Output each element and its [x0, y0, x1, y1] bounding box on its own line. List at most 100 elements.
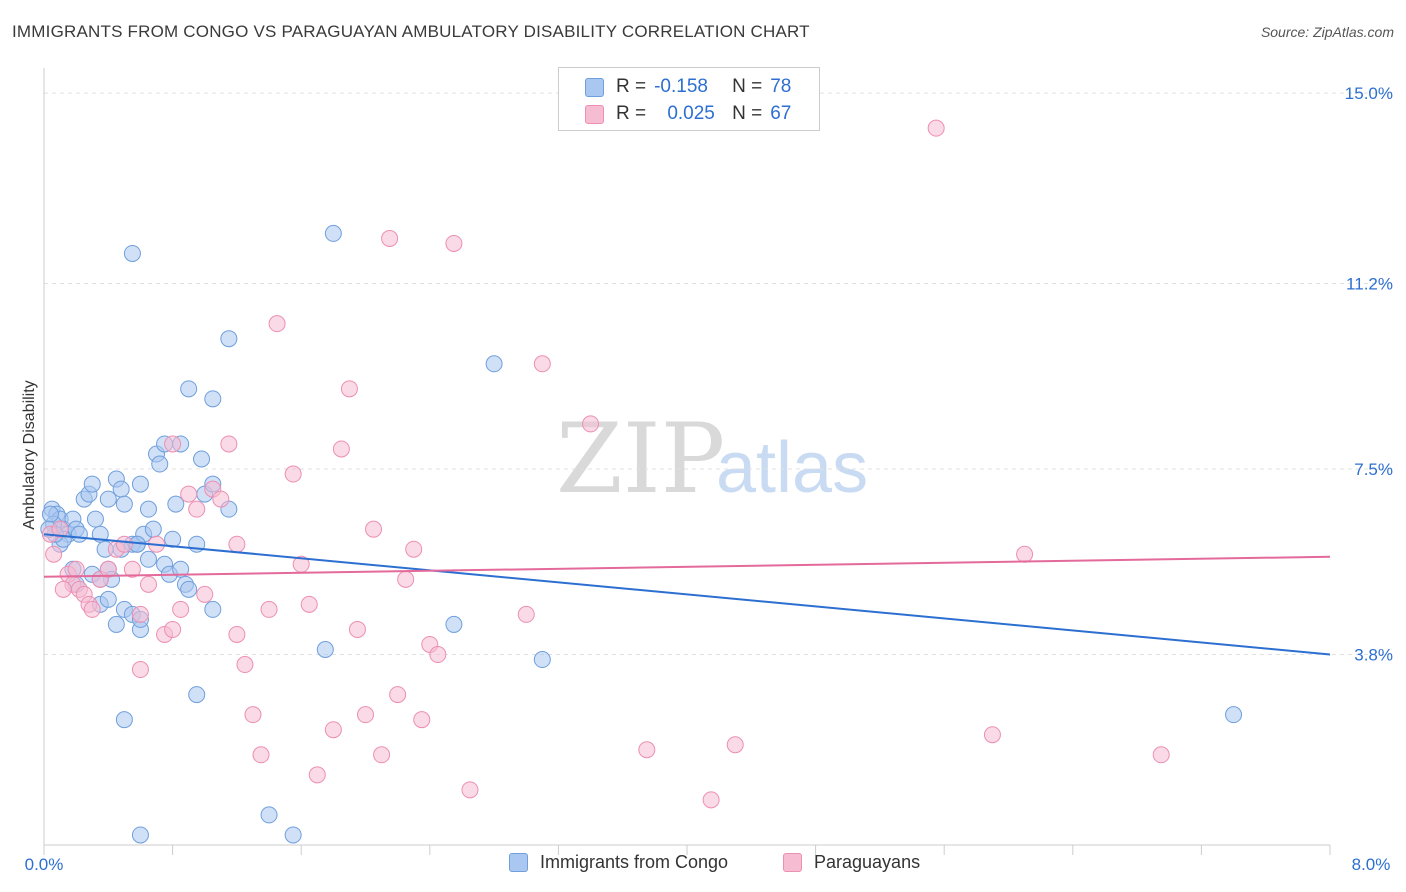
correlation-legend: R = -0.158 N = 78 R = 0.025 N = 67 [558, 67, 820, 131]
paraguayan-point [461, 781, 479, 799]
congo-point [445, 615, 463, 633]
blue-swatch [509, 853, 528, 872]
paraguayan-point [324, 721, 342, 739]
legend-row-paraguayans: R = 0.025 N = 67 [585, 102, 791, 126]
pink-swatch [783, 853, 802, 872]
congo-point [99, 490, 117, 508]
paraguayan-point [164, 620, 182, 638]
y-tick-label: 7.5% [1354, 460, 1393, 479]
n-label: N = [732, 76, 763, 97]
congo-point [131, 826, 149, 844]
paraguayan-point [260, 600, 278, 618]
congo-trend-line [43, 533, 1331, 656]
congo-point [188, 686, 206, 704]
congo-point [86, 510, 104, 528]
x-tick-label: 0.0% [25, 855, 64, 874]
paraguayan-point [45, 545, 63, 563]
paraguayan-point [83, 600, 101, 618]
congo-point [260, 806, 278, 824]
congo-point [316, 640, 334, 658]
congo-point [151, 455, 169, 473]
paraguayan-point [228, 625, 246, 643]
y-tick-label: 15.0% [1345, 84, 1393, 103]
congo-point [284, 826, 302, 844]
congo-point [167, 495, 185, 513]
paraguayan-point [365, 520, 383, 538]
paraguayan-point [131, 605, 149, 623]
congo-point [180, 580, 198, 598]
congo-point [220, 330, 238, 348]
paraguayan-point [196, 585, 214, 603]
congo-point [324, 224, 342, 242]
paraguayan-point [131, 661, 149, 679]
paraguayan-point [220, 435, 238, 453]
congo-point [485, 355, 503, 373]
legend-row-congo: R = -0.158 N = 78 [585, 75, 791, 99]
watermark-zip: ZIP [556, 403, 725, 515]
paraguayan-point [252, 746, 270, 764]
legend-item-label: Immigrants from Congo [540, 852, 729, 872]
paraguayan-point [348, 620, 366, 638]
paraguayan-point [582, 415, 600, 433]
paraguayan-point [228, 535, 246, 553]
paraguayan-point [373, 746, 391, 764]
paraguayan-point [115, 535, 133, 553]
paraguayan-point [638, 741, 656, 759]
paraguayan-point [1016, 545, 1034, 563]
congo-point [123, 244, 141, 262]
r-value: 0.025 [667, 103, 715, 124]
paraguayan-point [702, 791, 720, 809]
congo-point [1225, 706, 1243, 724]
pink-swatch [585, 104, 604, 124]
paraguayan-point [164, 435, 182, 453]
congo-point [204, 390, 222, 408]
paraguayan-point [1152, 746, 1170, 764]
y-tick-label: 11.2% [1346, 275, 1393, 294]
paraguayan-point [139, 575, 157, 593]
congo-point [107, 615, 125, 633]
congo-point [70, 525, 88, 543]
congo-point [115, 495, 133, 513]
paraguayan-point [300, 595, 318, 613]
paraguayan-point [429, 646, 447, 664]
paraguayan-point [381, 229, 399, 247]
r-label: R = [616, 103, 647, 124]
paraguayan-point [51, 520, 69, 538]
paraguayan-point [54, 580, 72, 598]
congo-point [139, 550, 157, 568]
paraguayan-point [389, 686, 407, 704]
paraguayan-trend-line [43, 555, 1331, 578]
source-label: Source: ZipAtlas.com [1260, 24, 1394, 40]
congo-point [41, 505, 59, 523]
y-tick-label: 3.8% [1354, 646, 1393, 665]
paraguayan-point [188, 500, 206, 518]
paraguayan-point [983, 726, 1001, 744]
congo-point [204, 600, 222, 618]
chart-title: IMMIGRANTS FROM CONGO VS PARAGUAYAN AMBU… [12, 22, 810, 41]
n-label: N = [732, 103, 763, 124]
congo-point [533, 651, 551, 669]
paraguayan-point [533, 355, 551, 373]
paraguayan-point [332, 440, 350, 458]
series-legend: Immigrants from Congo Paraguayans [0, 852, 1406, 878]
paraguayan-point [308, 766, 326, 784]
legend-item-paraguayans: Paraguayans [783, 852, 920, 873]
congo-point [99, 590, 117, 608]
congo-point [180, 380, 198, 398]
congo-point [172, 560, 190, 578]
paraguayan-point [445, 234, 463, 252]
paraguayan-point [405, 540, 423, 558]
congo-point [115, 711, 133, 729]
paraguayan-point [172, 600, 190, 618]
congo-point [83, 475, 101, 493]
paraguayan-point [284, 465, 302, 483]
paraguayan-point [357, 706, 374, 724]
paraguayan-point [517, 605, 535, 623]
legend-item-label: Paraguayans [814, 852, 921, 872]
paraguayan-point [268, 315, 286, 333]
watermark-atlas: atlas [716, 428, 868, 508]
x-tick-label: 8.0% [1352, 855, 1391, 874]
congo-point [112, 480, 130, 498]
paraguayan-point [123, 560, 141, 578]
